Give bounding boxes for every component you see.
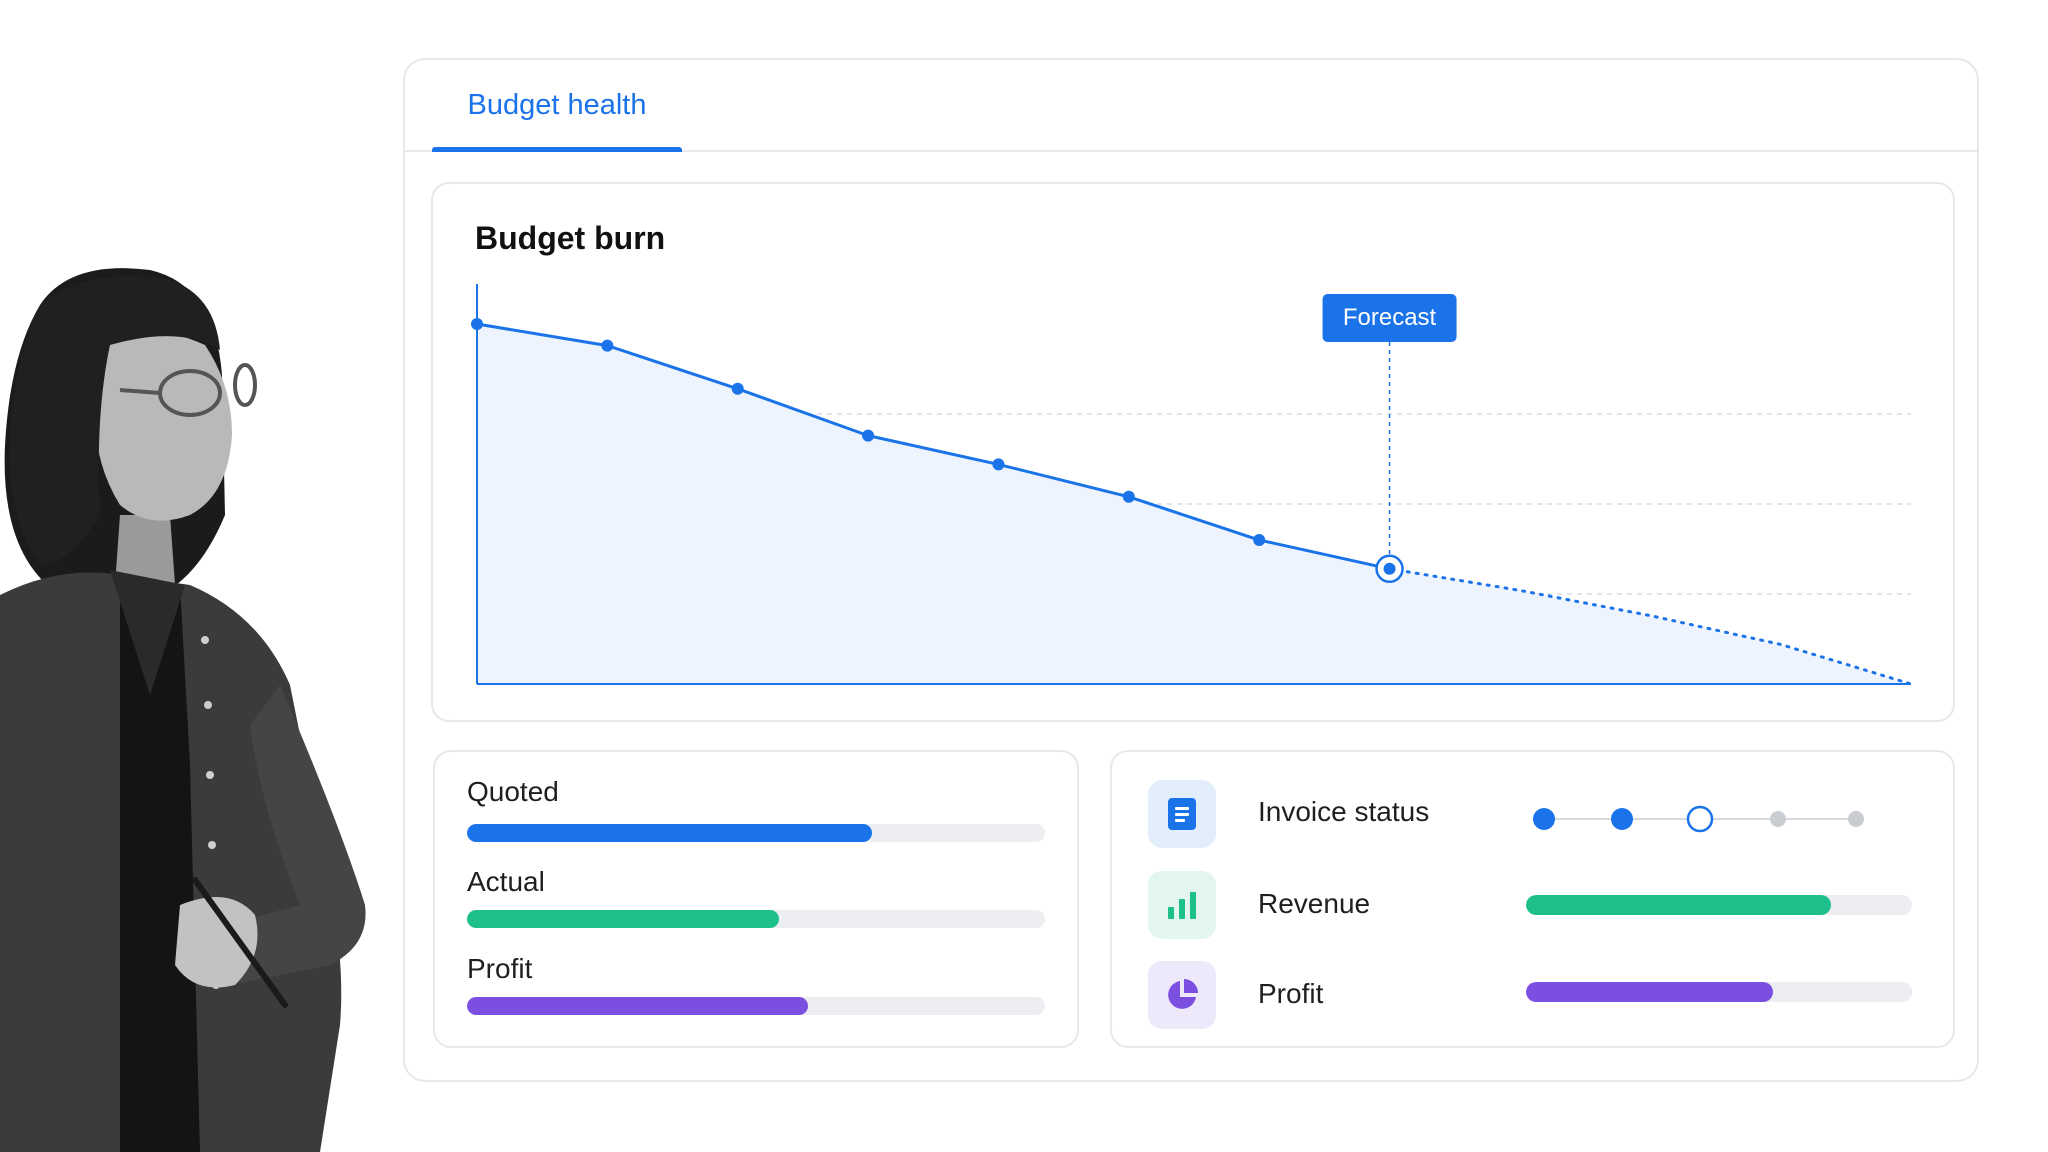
- forecast-marker-dot: [1383, 562, 1396, 575]
- actual-bar-fill: [467, 910, 780, 928]
- active-tab-indicator: [432, 147, 682, 152]
- actual-label: Actual: [467, 866, 545, 897]
- revenue-bar: [1526, 895, 1912, 915]
- budget-bars-card: Quoted Actual Profit: [433, 750, 1079, 1048]
- tab-bar: Budget health: [405, 60, 1977, 152]
- forecast-label-box: [1322, 294, 1457, 342]
- chart-area: [477, 324, 1911, 684]
- profit-row-bar: [1526, 982, 1912, 1002]
- quoted-label: Quoted: [467, 776, 559, 807]
- data-point: [862, 429, 875, 442]
- profit-label: Profit: [467, 953, 533, 984]
- profit-row-bar-fill: [1526, 982, 1774, 1002]
- step-complete: [1611, 808, 1633, 830]
- step-pending: [1848, 811, 1864, 827]
- bar-chart-icon: [1148, 871, 1216, 939]
- step-current: [1686, 805, 1714, 833]
- profit-row-label: Profit: [1258, 978, 1324, 1009]
- quoted-bar: [467, 824, 1045, 842]
- status-card: Invoice status Revenue Profit: [1110, 750, 1955, 1048]
- budget-burn-chart: Forecast: [471, 284, 1913, 686]
- forecast-label: Forecast: [1343, 304, 1437, 331]
- budget-burn-card: Budget burn Forecast: [431, 182, 1955, 722]
- data-point: [1253, 534, 1266, 546]
- data-point: [1122, 490, 1135, 503]
- revenue-label: Revenue: [1258, 888, 1371, 919]
- invoice-status-label: Invoice status: [1258, 796, 1430, 827]
- data-point: [731, 382, 744, 395]
- person-photo: [0, 268, 366, 1152]
- forecast-line: [1388, 567, 1913, 686]
- step-pending: [1770, 811, 1786, 827]
- data-point: [601, 339, 614, 352]
- step-complete: [1533, 808, 1555, 830]
- profit-bar-fill: [467, 997, 809, 1015]
- quoted-bar-fill: [467, 824, 872, 842]
- budget-panel: Budget health Budget burn Forecast Quote…: [403, 58, 1979, 1082]
- actual-line: [476, 322, 1390, 571]
- profit-bar: [467, 997, 1045, 1015]
- actual-bar: [467, 910, 1045, 928]
- revenue-bar-fill: [1526, 895, 1831, 915]
- tab-budget-health[interactable]: Budget health: [467, 88, 647, 121]
- chart-title: Budget burn: [475, 220, 666, 256]
- document-icon: [1148, 780, 1216, 848]
- data-point: [471, 318, 483, 330]
- pie-chart-icon: [1148, 961, 1216, 1029]
- data-point: [992, 458, 1005, 471]
- invoice-status-stepper: [1533, 805, 1864, 833]
